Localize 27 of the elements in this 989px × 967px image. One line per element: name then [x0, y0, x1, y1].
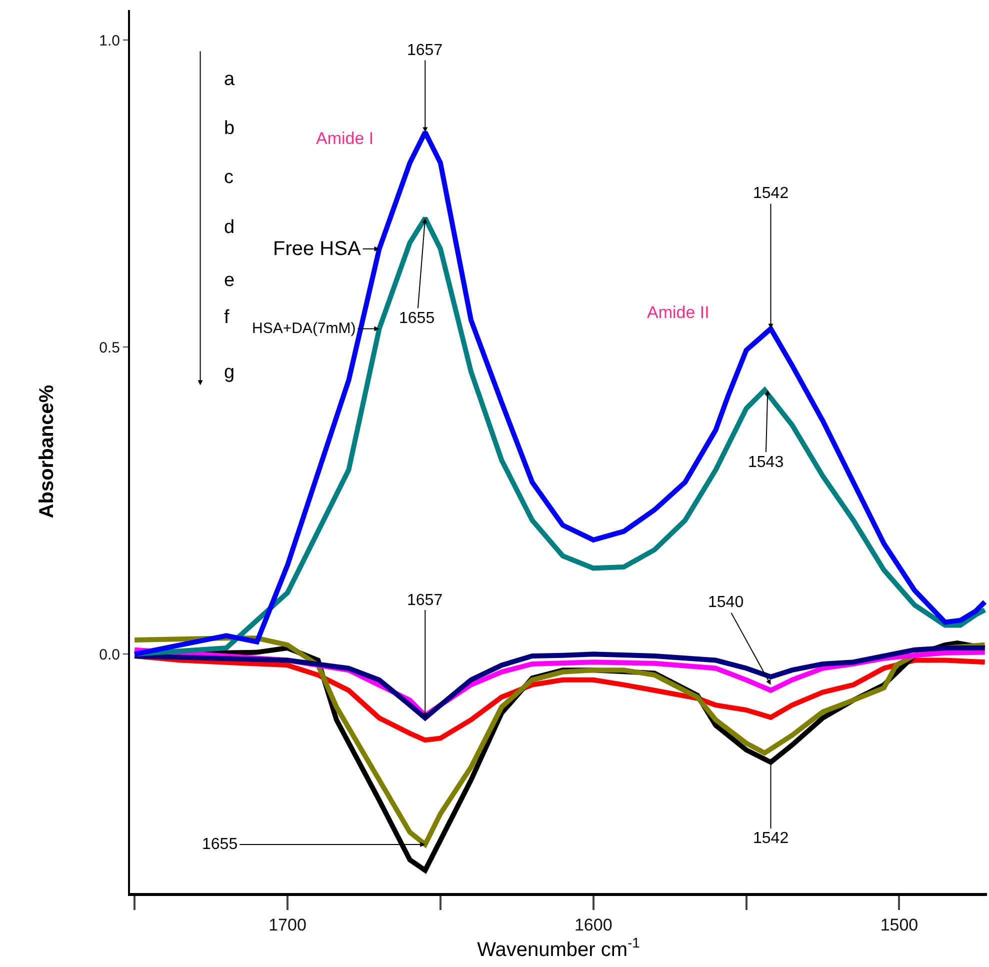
- annotation: 1657: [407, 42, 443, 59]
- annotation: 1543: [748, 454, 784, 471]
- annotation: HSA+DA(7mM): [252, 320, 356, 337]
- y-tick-label: 0.5: [99, 339, 120, 356]
- x-tick-label: 1700: [268, 915, 306, 934]
- annotation: f: [224, 307, 230, 328]
- y-axis-title: Absorbance%: [36, 384, 58, 518]
- annotation: 1540: [708, 594, 744, 611]
- annotation: 1542: [753, 185, 789, 202]
- annotation: e: [224, 270, 235, 291]
- annotation: Amide II: [647, 303, 710, 322]
- annotation: 1655: [399, 310, 435, 327]
- annotation: a: [224, 69, 235, 90]
- annotation: d: [224, 217, 235, 238]
- annotation: Free HSA: [273, 238, 362, 260]
- y-tick-label: 0.0: [99, 646, 120, 664]
- x-tick-label: 1500: [880, 915, 918, 934]
- x-axis-title: Wavenumber cm$^{-1}$: [477, 934, 640, 961]
- annotation: Amide I: [316, 129, 374, 148]
- annotation: c: [224, 167, 234, 188]
- x-tick-label: 1600: [574, 915, 612, 934]
- y-tick-label: 1.0: [99, 32, 120, 50]
- annotation: b: [224, 118, 235, 139]
- annotation: g: [224, 362, 235, 383]
- annotation: 1655: [202, 836, 238, 853]
- annotation: 1542: [753, 830, 789, 847]
- annotation: 1657: [407, 592, 443, 609]
